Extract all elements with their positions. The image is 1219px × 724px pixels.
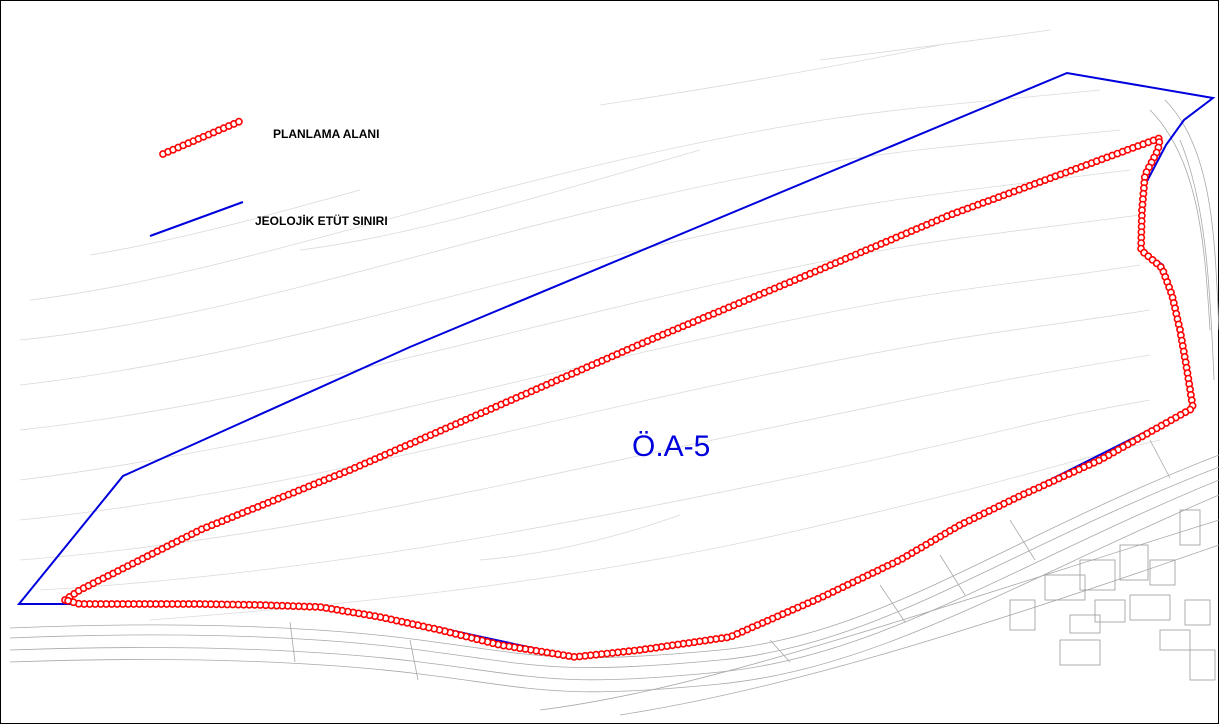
legend-planning-area-label: PLANLAMA ALANI: [273, 127, 380, 141]
planning-area: [65, 138, 1193, 657]
planning-area-chain: [61, 134, 1197, 661]
legend-geological-boundary-label: JEOLOJİK ETÜT SINIRI: [255, 214, 388, 228]
building-outlines: [1009, 509, 1216, 681]
zone-label: Ö.A-5: [632, 430, 711, 463]
chain-circle: [234, 117, 243, 126]
legend: [149, 201, 244, 237]
chain-circle: [64, 596, 72, 605]
legend-geological-boundary-symbol: [149, 201, 244, 237]
legend-planning-area-chain: [159, 117, 243, 158]
